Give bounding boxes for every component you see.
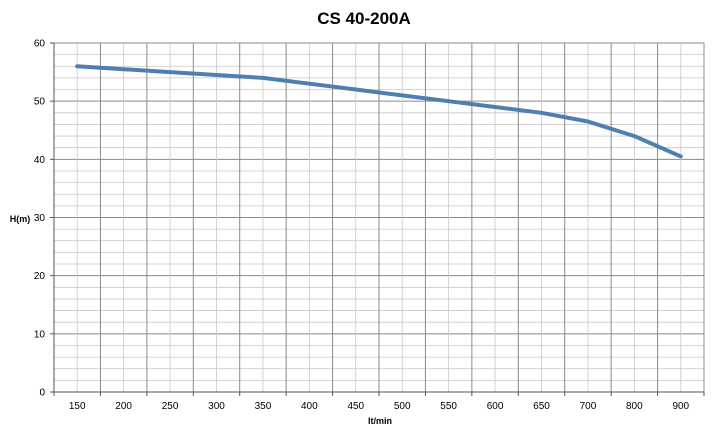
y-tick-label: 30 (34, 213, 46, 224)
x-tick-label: 500 (394, 401, 411, 412)
x-tick-label: 150 (69, 401, 86, 412)
x-tick-labels: 150 200 250 300 350 400 450 500 550 600 650 700 800 9… (69, 401, 690, 412)
y-tick-label: 40 (34, 155, 46, 166)
y-tick-label: 50 (34, 97, 46, 108)
chart-title: CS 40-200A (317, 9, 411, 28)
y-tick-label: 60 (34, 39, 46, 50)
x-tick-label: 250 (162, 401, 179, 412)
x-tick-label: 650 (533, 401, 550, 412)
x-tick-label: 350 (255, 401, 272, 412)
grid-lines (53, 42, 705, 393)
y-axis-label: H(m) (10, 214, 31, 224)
x-tick-label: 450 (347, 401, 364, 412)
x-tick-label: 700 (580, 401, 597, 412)
x-axis-label: lt/min (368, 416, 392, 426)
x-tick-label: 800 (626, 401, 643, 412)
x-tick-label: 550 (440, 401, 457, 412)
series-layer (75, 64, 683, 159)
x-tick-label: 300 (208, 401, 225, 412)
y-tick-labels: 0 10 20 30 40 50 60 (34, 39, 46, 399)
y-tick-label: 20 (34, 271, 46, 282)
axes (50, 42, 705, 396)
x-tick-label: 600 (487, 401, 504, 412)
series-line (75, 64, 683, 159)
y-tick-label: 10 (34, 329, 46, 340)
y-tick-label: 0 (39, 388, 45, 399)
x-tick-label: 200 (115, 401, 132, 412)
x-tick-label: 400 (301, 401, 318, 412)
x-tick-label: 900 (672, 401, 689, 412)
